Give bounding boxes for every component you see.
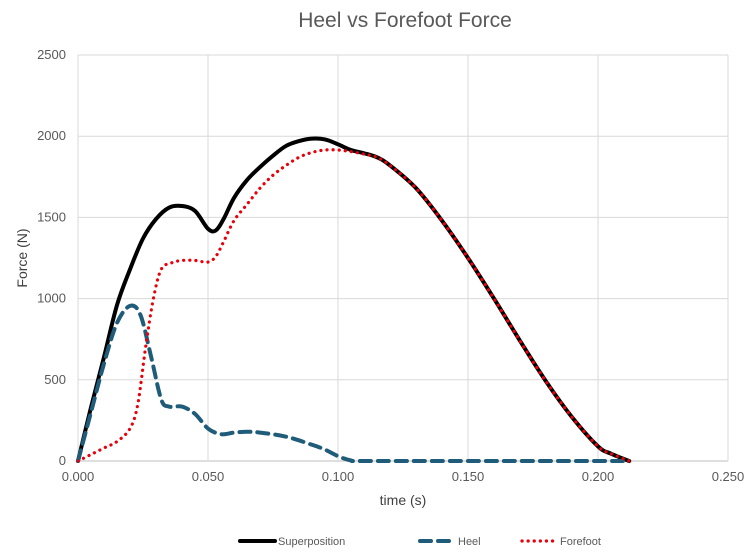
x-tick-label: 0.250 — [712, 469, 745, 484]
x-tick-label: 0.150 — [452, 469, 485, 484]
chart-title: Heel vs Forefoot Force — [298, 9, 512, 32]
series-line-forefoot — [76, 148, 631, 463]
x-tick-label: 0.000 — [62, 469, 95, 484]
legend-label-forefoot: Forefoot — [560, 536, 601, 548]
y-tick-label: 1000 — [37, 291, 66, 306]
legend-label-superposition: Superposition — [278, 536, 345, 548]
x-tick-label: 0.200 — [582, 469, 615, 484]
y-tick-label: 2500 — [37, 47, 66, 62]
series-line-superposition — [76, 136, 632, 463]
y-axis-label: Force (N) — [14, 228, 30, 287]
legend-label-heel: Heel — [458, 536, 481, 548]
y-tick-label: 0 — [59, 453, 66, 468]
x-tick-label: 0.050 — [192, 469, 225, 484]
y-tick-label: 1500 — [37, 209, 66, 224]
x-tick-label: 0.100 — [322, 469, 355, 484]
y-tick-label: 2000 — [37, 128, 66, 143]
x-axis-label: time (s) — [380, 492, 427, 508]
series-line-heel — [76, 303, 632, 464]
y-tick-label: 500 — [44, 372, 66, 387]
